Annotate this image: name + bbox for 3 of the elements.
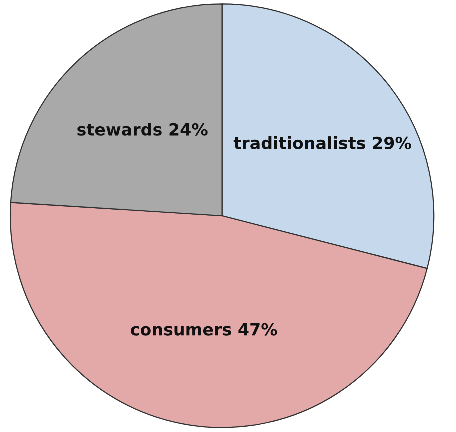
slice-label: consumers 47% — [131, 323, 278, 336]
slice-label: stewards 24% — [78, 123, 208, 136]
slice-label: traditionalists 29% — [234, 136, 412, 150]
